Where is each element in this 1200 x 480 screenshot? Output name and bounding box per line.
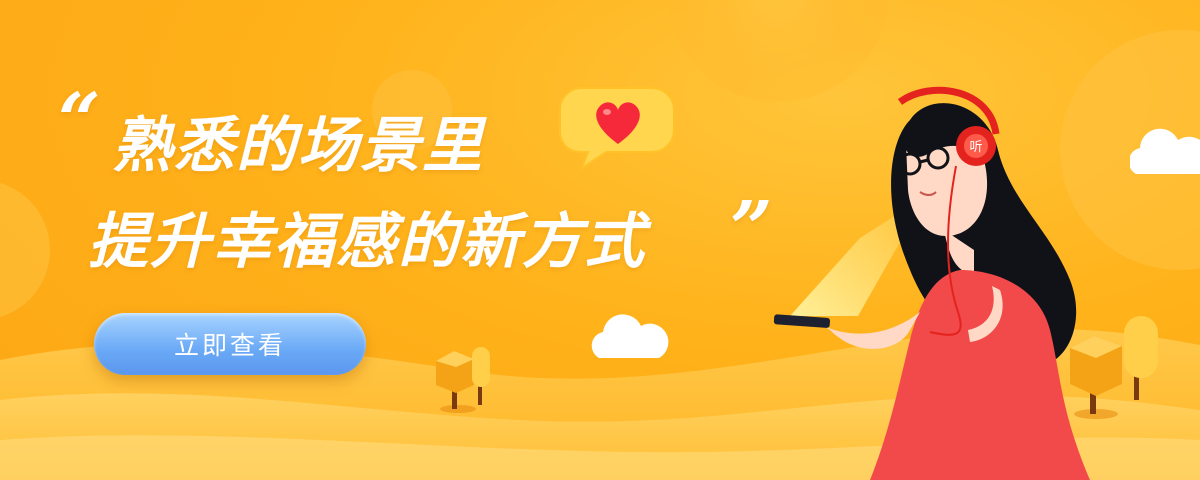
background-orb: [666, 0, 890, 102]
background-orb: [372, 70, 452, 150]
open-quote: “: [58, 78, 101, 164]
heart-icon: [596, 102, 640, 144]
tree-icon: [436, 347, 490, 413]
headphone-badge-text: 听: [969, 140, 982, 155]
glasses: [898, 146, 950, 176]
cloud-icon: [591, 314, 669, 358]
cloud-icon: [1130, 128, 1200, 174]
heart-bubble: [558, 87, 675, 171]
background-orb: [0, 182, 50, 318]
phone-light-beam: [790, 196, 926, 316]
dress: [870, 270, 1090, 480]
arm: [820, 312, 920, 349]
close-quote: ”: [730, 186, 773, 272]
headline-line-1: 熟悉的场景里: [112, 111, 484, 181]
headline-line-2: 提升幸福感的新方式: [88, 207, 646, 277]
tree-icon: [1070, 316, 1158, 419]
background-orb: [1060, 30, 1200, 270]
view-now-button[interactable]: 立即查看: [94, 313, 366, 375]
earphone-cable: [929, 165, 962, 336]
headphones-icon: 听: [897, 86, 1000, 166]
phone-icon: [773, 314, 831, 328]
woman-illustration: 听: [773, 86, 1090, 480]
